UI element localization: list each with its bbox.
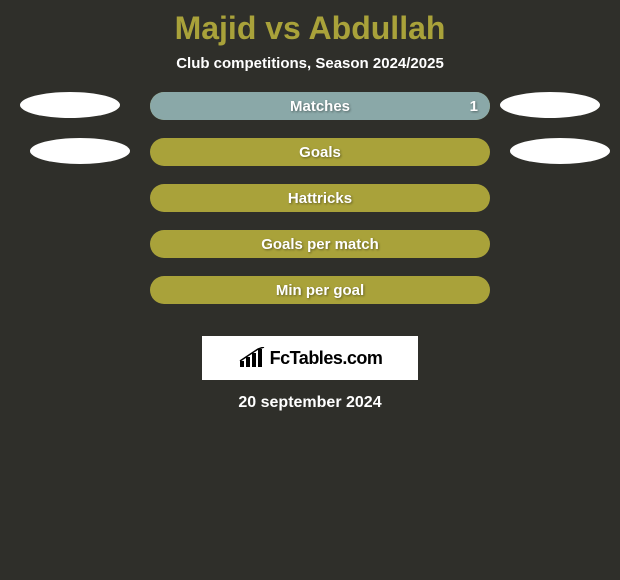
chart-icon [238, 347, 266, 369]
bar-label: Hattricks [288, 190, 352, 207]
stat-bar: Min per goal [150, 276, 490, 304]
bar-wrapper: Goals [150, 138, 490, 166]
stat-row: Matches 1 [10, 92, 610, 138]
page-title: Majid vs Abdullah [0, 0, 620, 55]
left-ellipse [20, 92, 120, 118]
stat-bar: Goals per match [150, 230, 490, 258]
left-ellipse [30, 138, 130, 164]
bar-wrapper: Min per goal [150, 276, 490, 304]
right-ellipse [500, 92, 600, 118]
comparison-infographic: Majid vs Abdullah Club competitions, Sea… [0, 0, 620, 580]
bar-label: Matches [290, 98, 350, 115]
right-ellipse [510, 138, 610, 164]
stat-row: Goals [10, 138, 610, 184]
stat-bar: Goals [150, 138, 490, 166]
bar-right-value: 1 [470, 98, 478, 115]
bar-wrapper: Matches 1 [150, 92, 490, 120]
logo-text: FcTables.com [270, 348, 383, 369]
stat-bar: Matches 1 [150, 92, 490, 120]
stat-row: Goals per match [10, 230, 610, 276]
bar-label: Goals per match [261, 236, 379, 253]
stat-bar: Hattricks [150, 184, 490, 212]
chart-area: Matches 1 Goals Hattricks Goals per match Min… [0, 92, 620, 322]
bar-label: Min per goal [276, 282, 364, 299]
logo-box: FcTables.com [202, 336, 418, 380]
bar-label: Goals [299, 144, 341, 161]
date-text: 20 september 2024 [0, 394, 620, 412]
bar-wrapper: Goals per match [150, 230, 490, 258]
page-subtitle: Club competitions, Season 2024/2025 [0, 55, 620, 92]
stat-row: Hattricks [10, 184, 610, 230]
bar-wrapper: Hattricks [150, 184, 490, 212]
stat-row: Min per goal [10, 276, 610, 322]
